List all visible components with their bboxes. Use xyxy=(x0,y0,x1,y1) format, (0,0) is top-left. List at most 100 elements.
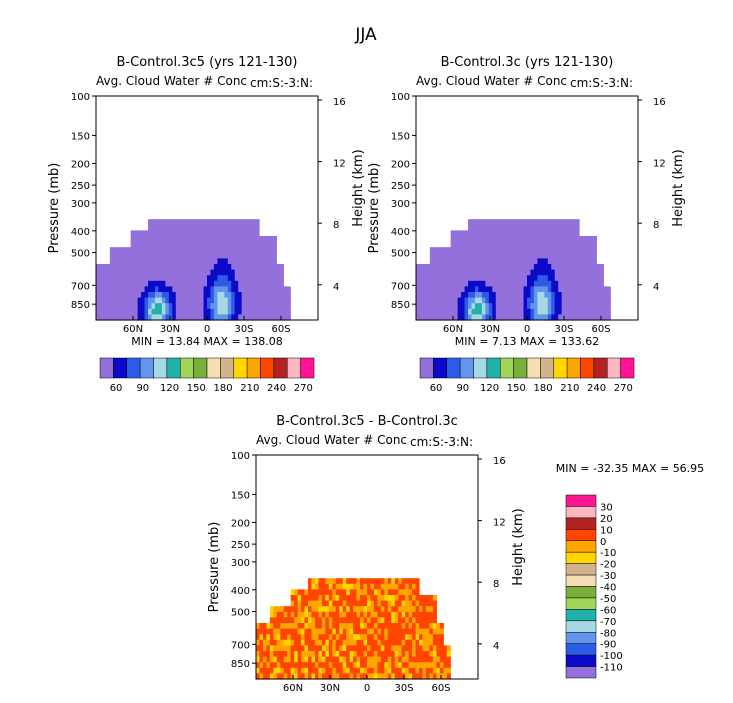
field-cell xyxy=(509,280,514,287)
field-cell xyxy=(478,292,483,299)
field-cell xyxy=(123,314,128,321)
field-cell xyxy=(425,651,431,658)
field-cell xyxy=(579,247,584,254)
field-cell xyxy=(186,219,191,226)
field-cell xyxy=(457,297,462,304)
field-cell xyxy=(367,645,372,652)
field-cell xyxy=(502,230,507,237)
field-cell xyxy=(506,308,511,315)
field-cell xyxy=(203,280,208,287)
field-cell xyxy=(99,264,104,271)
field-cell xyxy=(346,606,351,613)
field-cell xyxy=(415,583,420,590)
field-cell xyxy=(144,308,149,315)
field-cell xyxy=(256,673,261,680)
field-cell xyxy=(175,314,180,321)
field-cell xyxy=(172,269,177,276)
field-cell xyxy=(318,651,323,658)
field-cell xyxy=(287,628,292,635)
field-cell xyxy=(193,224,198,231)
field-cell xyxy=(527,303,532,310)
field-cell xyxy=(502,275,507,282)
field-cell xyxy=(506,219,511,226)
field-cell xyxy=(461,230,466,237)
field-cell xyxy=(200,247,205,254)
field-cell xyxy=(468,252,473,259)
field-cell xyxy=(234,303,239,310)
field-cell xyxy=(370,639,375,646)
field-cell xyxy=(527,252,532,259)
field-cell xyxy=(380,662,385,669)
field-cell xyxy=(144,280,149,287)
field-cell xyxy=(182,269,187,276)
field-cell xyxy=(599,264,604,271)
field-cell xyxy=(297,595,302,602)
field-cell xyxy=(241,280,246,287)
field-cell xyxy=(342,623,347,630)
field-cell xyxy=(342,628,347,635)
field-cell xyxy=(224,224,229,231)
field-cell xyxy=(585,280,591,287)
field-cell xyxy=(561,308,566,315)
field-cell xyxy=(213,236,219,243)
field-cell xyxy=(325,606,330,613)
field-cell xyxy=(259,241,264,248)
field-cell xyxy=(387,673,392,680)
field-cell xyxy=(540,247,545,254)
y-tick-label: 100 xyxy=(71,92,90,103)
field-cell xyxy=(144,297,149,304)
field-cell xyxy=(318,623,323,630)
field-cell xyxy=(457,314,462,321)
field-cell xyxy=(234,297,239,304)
field-cell xyxy=(436,258,441,265)
field-cell xyxy=(189,292,194,299)
field-cell xyxy=(558,303,563,310)
field-cell xyxy=(416,264,421,271)
field-cell xyxy=(321,651,326,658)
field-cell xyxy=(380,634,385,641)
field-cell xyxy=(377,639,382,646)
field-cell xyxy=(412,589,417,596)
field-cell xyxy=(464,264,469,271)
field-cell xyxy=(544,224,549,231)
field-cell xyxy=(527,264,532,271)
field-cell xyxy=(276,617,281,624)
field-cell xyxy=(568,308,573,315)
field-cell xyxy=(308,606,313,613)
field-cell xyxy=(332,606,337,613)
field-cell xyxy=(203,308,208,315)
field-cell xyxy=(579,258,584,265)
field-cell xyxy=(127,297,132,304)
field-cell xyxy=(408,606,413,613)
colorbar-label: -10 xyxy=(600,548,616,559)
field-cell xyxy=(276,275,281,282)
field-cell xyxy=(416,303,421,310)
field-cell xyxy=(481,264,486,271)
field-cell xyxy=(589,236,594,243)
field-cell xyxy=(279,292,284,299)
field-cell xyxy=(321,617,326,624)
field-cell xyxy=(363,583,368,590)
field-cell xyxy=(301,662,306,669)
field-cell xyxy=(144,252,149,259)
field-cell xyxy=(217,252,222,259)
field-cell xyxy=(99,314,104,321)
field-cell xyxy=(158,224,163,231)
field-cell xyxy=(387,583,392,590)
field-cell xyxy=(551,280,556,287)
field-cell xyxy=(422,600,427,607)
field-cell xyxy=(311,611,316,618)
field-cell xyxy=(286,314,291,321)
field-cell xyxy=(220,308,225,315)
field-cell xyxy=(425,600,431,607)
field-cell xyxy=(294,639,299,646)
field-cell xyxy=(141,314,146,321)
field-cell xyxy=(217,241,222,248)
colorbar-swatch xyxy=(300,357,315,379)
field-cell xyxy=(217,258,222,265)
field-cell xyxy=(433,292,438,299)
field-cell xyxy=(335,639,340,646)
field-cell xyxy=(144,247,149,254)
field-cell xyxy=(168,314,173,321)
field-cell xyxy=(134,303,139,310)
